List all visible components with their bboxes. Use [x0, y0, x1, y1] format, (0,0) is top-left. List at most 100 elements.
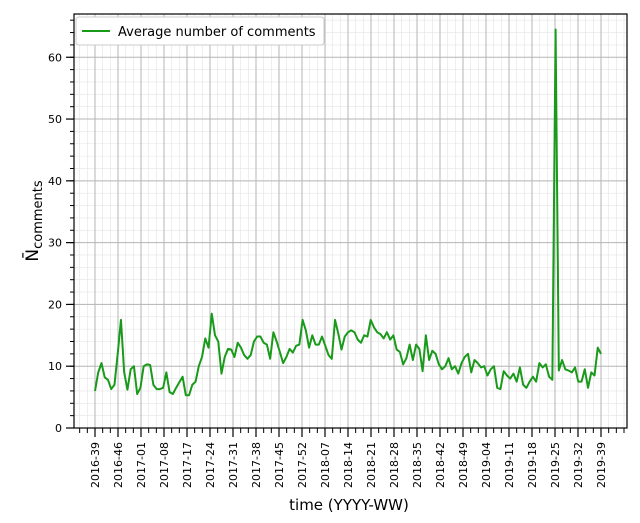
- data-point: [535, 381, 537, 383]
- data-point: [204, 337, 206, 339]
- data-point: [467, 353, 469, 355]
- data-point: [188, 394, 190, 396]
- data-point: [152, 384, 154, 386]
- y-tick-label: 30: [48, 237, 62, 250]
- data-point: [165, 371, 167, 373]
- data-point: [532, 376, 534, 378]
- data-point: [169, 391, 171, 393]
- data-point: [392, 334, 394, 336]
- data-point: [324, 345, 326, 347]
- data-point: [584, 368, 586, 370]
- data-point: [117, 353, 119, 355]
- data-point: [558, 370, 560, 372]
- x-axis: 2016-39 2016-46 2017-01 2017-08 2017-17 2017-…: [79, 428, 625, 488]
- data-point: [428, 359, 430, 361]
- data-point: [282, 362, 284, 364]
- data-point: [344, 336, 346, 338]
- data-point: [389, 339, 391, 341]
- data-point: [399, 351, 401, 353]
- data-point: [130, 368, 132, 370]
- data-point: [133, 365, 135, 367]
- x-tick-label: 2017-01: [135, 442, 148, 488]
- data-point: [298, 344, 300, 346]
- data-point: [149, 364, 151, 366]
- data-point: [577, 381, 579, 383]
- data-point: [483, 365, 485, 367]
- data-point: [214, 334, 216, 336]
- data-point: [350, 329, 352, 331]
- data-point: [224, 356, 226, 358]
- data-point: [175, 387, 177, 389]
- data-point: [295, 345, 297, 347]
- data-point: [431, 350, 433, 352]
- data-point: [143, 365, 145, 367]
- data-point: [172, 393, 174, 395]
- data-point: [347, 331, 349, 333]
- legend-label: Average number of comments: [118, 25, 316, 40]
- data-point: [516, 381, 518, 383]
- data-point: [227, 348, 229, 350]
- x-tick-label: 2017-52: [296, 442, 309, 488]
- data-point: [185, 394, 187, 396]
- data-point: [279, 351, 281, 353]
- data-point: [104, 376, 106, 378]
- x-tick-label: 2018-21: [365, 442, 378, 488]
- x-tick-label: 2018-28: [388, 442, 401, 488]
- data-point: [522, 384, 524, 386]
- data-point: [402, 363, 404, 365]
- data-point: [334, 319, 336, 321]
- x-tick-label: 2018-07: [319, 442, 332, 488]
- data-point: [519, 366, 521, 368]
- major-grid: [74, 14, 627, 429]
- data-point: [366, 336, 368, 338]
- data-point: [337, 332, 339, 334]
- data-point: [285, 356, 287, 358]
- data-point: [587, 387, 589, 389]
- data-point: [211, 313, 213, 315]
- data-point: [509, 378, 511, 380]
- x-tick-label: 2016-39: [89, 442, 102, 488]
- data-point: [321, 336, 323, 338]
- data-point: [120, 319, 122, 321]
- data-point: [448, 357, 450, 359]
- data-point: [243, 354, 245, 356]
- data-point: [159, 388, 161, 390]
- data-point: [259, 336, 261, 338]
- data-point: [100, 362, 102, 364]
- plot-frame: [73, 13, 628, 429]
- data-point: [529, 381, 531, 383]
- data-point: [464, 356, 466, 358]
- data-point: [376, 331, 378, 333]
- data-point: [555, 28, 557, 30]
- data-point: [597, 347, 599, 349]
- data-point: [139, 387, 141, 389]
- data-point: [201, 356, 203, 358]
- x-tick-label: 2018-35: [411, 442, 424, 488]
- x-tick-label: 2019-25: [549, 442, 562, 488]
- data-point: [107, 379, 109, 381]
- x-tick-label: 2019-11: [503, 442, 516, 488]
- data-point: [503, 370, 505, 372]
- data-point: [94, 390, 96, 392]
- data-point: [97, 371, 99, 373]
- data-point: [451, 368, 453, 370]
- data-point: [525, 387, 527, 389]
- data-point: [438, 363, 440, 365]
- x-tick-label: 2019-32: [572, 442, 585, 488]
- data-point: [418, 348, 420, 350]
- data-point: [564, 368, 566, 370]
- x-tick-label: 2017-45: [273, 442, 286, 488]
- data-point: [412, 359, 414, 361]
- data-point: [486, 374, 488, 376]
- x-tick-label: 2017-08: [158, 442, 171, 488]
- data-point: [126, 389, 128, 391]
- data-point: [269, 358, 271, 360]
- data-point: [123, 371, 125, 373]
- data-point: [490, 368, 492, 370]
- data-point: [315, 344, 317, 346]
- data-point: [233, 356, 235, 358]
- data-point: [308, 347, 310, 349]
- data-point: [195, 381, 197, 383]
- data-point: [477, 362, 479, 364]
- y-tick-label: 20: [48, 298, 62, 311]
